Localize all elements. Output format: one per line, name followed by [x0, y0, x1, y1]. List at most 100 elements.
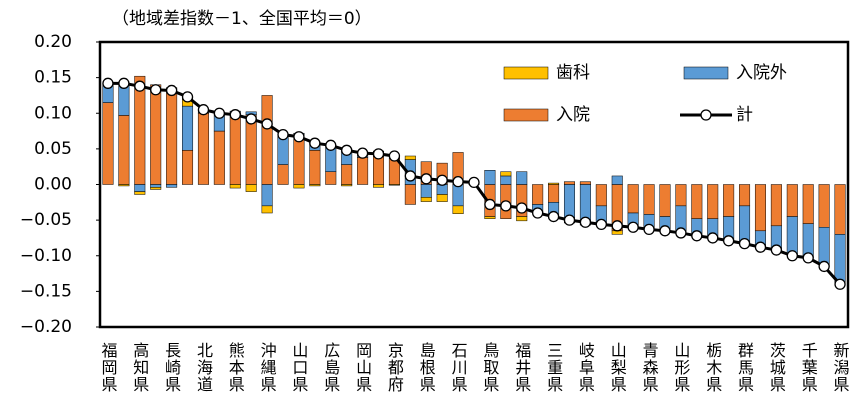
y-tick-label: −0.15 — [20, 281, 72, 301]
total-marker — [754, 241, 767, 253]
bar-segment — [245, 114, 257, 185]
bar-segment — [436, 184, 448, 195]
total-marker — [404, 170, 416, 182]
bar-segment — [213, 130, 225, 185]
bar-segment — [404, 155, 416, 160]
bar-segment — [452, 205, 464, 214]
bar-segment — [166, 184, 178, 188]
bar-segment — [102, 102, 114, 185]
bar-segment — [261, 95, 273, 185]
bar-segment — [579, 181, 591, 185]
x-tick-label: 千葉県 — [799, 342, 818, 393]
total-marker — [197, 104, 210, 116]
bar-segment — [309, 184, 321, 187]
bar-segment — [261, 205, 273, 214]
bar-segment — [723, 184, 735, 217]
x-tick-label: 岡山県 — [353, 342, 372, 393]
total-marker — [118, 77, 130, 89]
bar-segment — [420, 197, 432, 202]
chart-title: （地域差指数－1、全国平均＝0） — [112, 9, 372, 29]
total-marker — [802, 252, 814, 264]
y-tick-label: −0.05 — [20, 210, 72, 230]
bar-segment — [134, 75, 146, 185]
x-tick-label: 青森県 — [640, 342, 659, 393]
total-marker — [277, 128, 289, 141]
total-marker — [643, 223, 655, 236]
total-marker — [532, 207, 544, 219]
legend-swatch — [503, 108, 549, 122]
y-tick-label: 0.00 — [34, 175, 72, 195]
legend-label: 計 — [736, 105, 753, 125]
x-tick-label: 島根県 — [417, 342, 436, 393]
x-tick-label: 三重県 — [544, 342, 563, 393]
total-marker — [611, 220, 623, 232]
bar-segment — [261, 184, 273, 207]
total-marker — [229, 109, 241, 121]
total-marker — [722, 235, 735, 247]
x-tick-label: 栃木県 — [703, 342, 722, 393]
x-tick-label: 山形県 — [671, 342, 690, 393]
bar-segment — [770, 184, 782, 227]
bar-segment — [166, 88, 178, 185]
total-marker — [786, 250, 798, 262]
bar-segment — [277, 164, 289, 185]
legend-label: 歯科 — [556, 63, 590, 83]
bar-segment — [245, 184, 257, 192]
bar-segment — [739, 205, 751, 244]
total-marker — [484, 198, 496, 211]
legend-label: 入院 — [556, 105, 590, 125]
bar-segment — [357, 157, 369, 185]
total-marker — [102, 77, 114, 89]
bar-segment — [150, 187, 162, 190]
legend-swatch — [503, 66, 549, 80]
bar-segment — [627, 184, 639, 214]
x-tick-label: 山梨県 — [608, 342, 627, 393]
total-marker — [181, 91, 194, 103]
x-tick-label: 群馬県 — [735, 342, 754, 393]
total-marker — [420, 173, 432, 185]
total-marker — [500, 200, 512, 212]
bar-segment — [420, 184, 432, 198]
total-marker — [627, 221, 639, 233]
total-marker — [341, 144, 353, 156]
y-tick-label: 0.15 — [34, 68, 72, 88]
total-marker — [372, 148, 385, 160]
total-marker — [388, 150, 401, 162]
bar-segment — [341, 184, 353, 187]
bar-segment — [452, 184, 464, 207]
bar-segment — [182, 150, 194, 185]
legend-label: 入院外 — [736, 63, 787, 83]
bar-segment — [659, 184, 671, 217]
total-marker — [659, 225, 671, 237]
total-marker — [213, 107, 226, 119]
bar-segment — [229, 113, 241, 185]
x-tick-label: 鳥取県 — [480, 342, 499, 393]
bar-segment — [484, 216, 496, 219]
total-marker — [818, 260, 830, 273]
bar-segment — [516, 171, 528, 185]
bar-segment — [675, 184, 687, 207]
total-marker — [691, 230, 703, 242]
bar-segment — [548, 182, 560, 185]
total-marker — [834, 278, 846, 290]
legend-marker — [700, 109, 712, 121]
x-tick-label: 石川県 — [449, 342, 468, 393]
bar-segment — [516, 216, 528, 222]
y-tick-label: 0.10 — [34, 103, 72, 123]
y-tick-label: −0.20 — [20, 317, 72, 337]
total-marker — [579, 216, 592, 228]
x-tick-label: 長崎県 — [162, 342, 181, 393]
x-tick-label: 福井県 — [512, 342, 531, 393]
total-marker — [547, 210, 560, 223]
bar-segment — [595, 184, 607, 207]
total-marker — [516, 202, 528, 214]
bar-segment — [739, 184, 751, 207]
x-tick-label: 京都府 — [385, 342, 404, 393]
total-marker — [452, 175, 464, 188]
bar-segment — [134, 184, 146, 192]
bar-segment — [118, 115, 130, 185]
bar-segment — [548, 184, 560, 203]
bar-segment — [500, 175, 512, 185]
total-marker — [770, 244, 783, 256]
total-marker — [245, 113, 257, 125]
